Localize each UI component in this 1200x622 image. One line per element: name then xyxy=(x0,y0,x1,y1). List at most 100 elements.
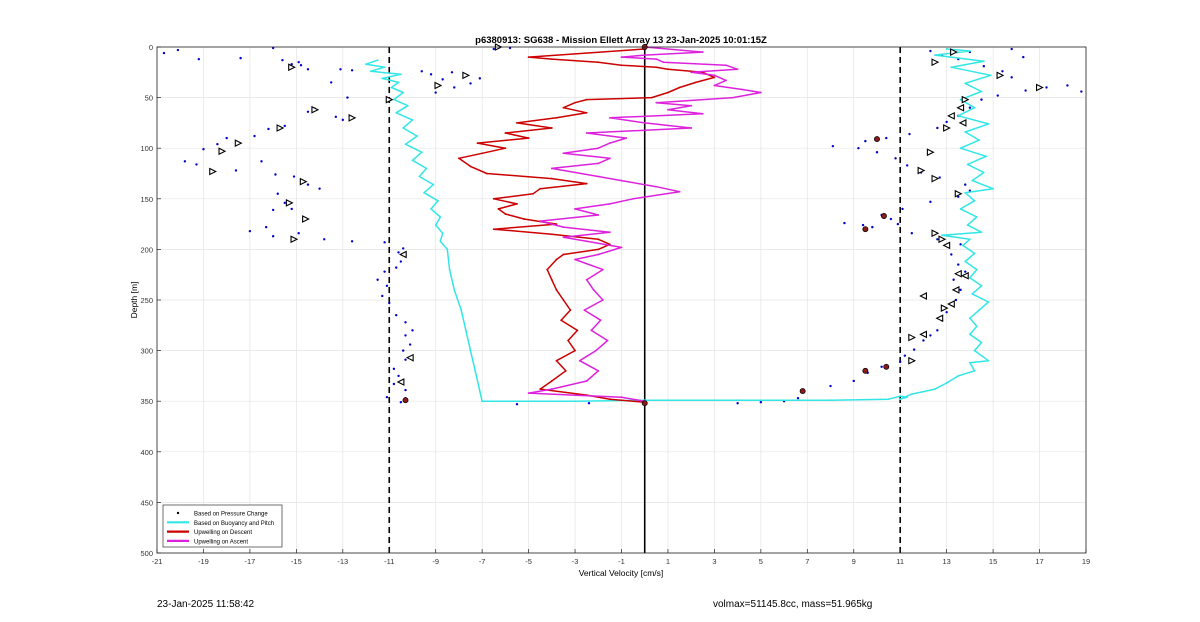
triangle-marker xyxy=(299,177,308,186)
pressure-point xyxy=(759,401,763,404)
y-tick-label: 0 xyxy=(149,43,153,52)
triangle-marker xyxy=(288,63,296,72)
series-point-2 xyxy=(968,317,971,320)
pressure-point xyxy=(899,360,902,363)
series-point-3 xyxy=(492,228,495,231)
series-point-2 xyxy=(432,183,435,186)
series-point-4 xyxy=(620,246,623,249)
pressure-point xyxy=(195,163,198,166)
triangle-marker xyxy=(218,147,227,156)
pressure-point xyxy=(922,339,925,342)
pressure-point xyxy=(982,65,986,68)
pressure-point xyxy=(271,46,275,50)
series-point-2 xyxy=(966,163,969,166)
chart-title: p6380913: SG638 - Mission Ellett Array 1… xyxy=(475,35,767,46)
pressure-point xyxy=(271,208,275,212)
pressure-point xyxy=(857,147,860,150)
series-point-2 xyxy=(369,70,372,73)
series-point-2 xyxy=(829,399,832,402)
pressure-point xyxy=(1080,90,1083,93)
pressure-point xyxy=(889,217,893,221)
series-point-2 xyxy=(434,224,437,227)
series-point-2 xyxy=(439,240,442,243)
x-tick-label: 9 xyxy=(852,557,856,566)
footer-timestamp: 23-Jan-2025 11:58:42 xyxy=(157,599,255,610)
x-tick-label: -19 xyxy=(198,557,209,566)
series-point-2 xyxy=(437,199,439,202)
pressure-point xyxy=(910,232,914,235)
pressure-point xyxy=(306,68,310,71)
pressure-point xyxy=(936,329,939,332)
triangle-marker xyxy=(311,105,320,114)
pressure-point xyxy=(376,278,379,281)
pressure-point xyxy=(896,222,900,226)
pressure-point xyxy=(290,63,293,66)
series-point-2 xyxy=(941,234,943,237)
pressure-point xyxy=(959,243,962,246)
series-point-2 xyxy=(460,309,463,312)
series-point-4 xyxy=(701,112,704,115)
series-point-3 xyxy=(620,64,623,67)
series-point-2 xyxy=(446,248,449,251)
series-point-2 xyxy=(423,191,425,194)
pressure-point xyxy=(385,395,389,399)
series-point-2 xyxy=(973,106,976,109)
pressure-point xyxy=(299,64,303,67)
pressure-point xyxy=(197,57,201,61)
pressure-point xyxy=(871,225,874,229)
triangle-marker xyxy=(398,250,407,259)
series-point-4 xyxy=(597,175,600,178)
series-point-4 xyxy=(550,388,553,390)
series-point-2 xyxy=(474,369,477,372)
series-point-2 xyxy=(959,208,962,210)
series-point-2 xyxy=(406,104,409,107)
series-point-4 xyxy=(608,202,611,205)
series-point-3 xyxy=(550,380,553,382)
pressure-point xyxy=(176,48,180,52)
series-point-4 xyxy=(592,288,595,291)
series-point-3 xyxy=(574,349,576,352)
series-point-2 xyxy=(899,395,902,398)
legend-label: Upwelling on Ascent xyxy=(194,539,248,545)
pressure-point xyxy=(880,365,883,368)
series-point-2 xyxy=(978,309,981,312)
series-point-2 xyxy=(975,216,978,218)
series-point-3 xyxy=(694,81,697,84)
pressure-point xyxy=(202,148,205,151)
pressure-point xyxy=(392,382,396,386)
pressure-point xyxy=(248,229,252,233)
series-point-2 xyxy=(962,244,964,247)
series-point-2 xyxy=(887,398,890,401)
endpoint-marker xyxy=(862,367,869,374)
triangle-marker xyxy=(348,113,357,122)
series-point-2 xyxy=(975,325,978,328)
pressure-point xyxy=(216,142,219,146)
triangle-marker xyxy=(931,58,940,67)
triangle-marker xyxy=(996,71,1005,80)
pressure-point xyxy=(297,60,300,64)
series-point-3 xyxy=(504,147,507,150)
series-point-4 xyxy=(585,380,588,382)
series-point-4 xyxy=(527,392,530,395)
series-point-3 xyxy=(667,68,669,71)
x-tick-label: -15 xyxy=(291,557,302,566)
legend: Based on Pressure Change Based on Buoyanc… xyxy=(162,504,283,548)
series-point-3 xyxy=(678,86,681,89)
pressure-point xyxy=(290,207,293,211)
series-point-2 xyxy=(968,276,971,279)
pressure-point xyxy=(843,221,846,225)
pressure-point xyxy=(404,388,407,392)
series-point-3 xyxy=(476,142,479,145)
x-tick-label: -21 xyxy=(152,557,163,566)
endpoint-marker xyxy=(883,363,890,370)
legend-label: Based on Buoyancy and Pitch xyxy=(194,521,274,527)
pressure-point xyxy=(381,294,384,298)
series-point-3 xyxy=(560,319,563,322)
triangle-marker xyxy=(940,304,949,312)
series-point-2 xyxy=(968,333,971,336)
series-point-4 xyxy=(608,142,611,145)
x-tick-label: 1 xyxy=(666,557,670,566)
x-tick-label: -13 xyxy=(337,557,348,566)
pressure-point xyxy=(274,173,277,176)
series-point-4 xyxy=(690,104,693,107)
